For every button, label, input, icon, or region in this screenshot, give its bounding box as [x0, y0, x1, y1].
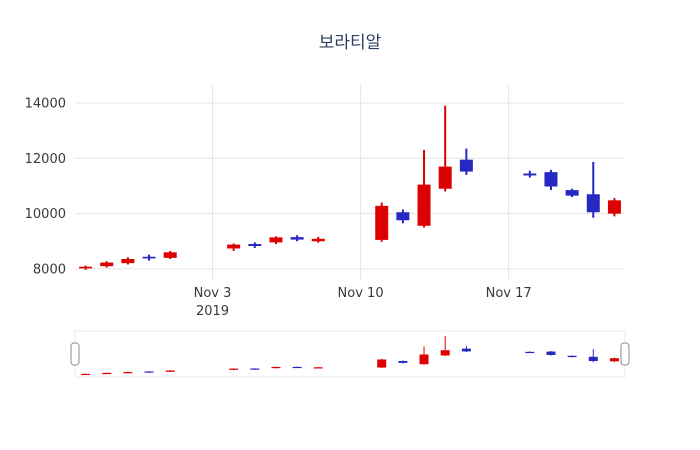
mini-candle-body — [81, 373, 91, 376]
candle-body — [607, 200, 621, 214]
mini-candle-body — [609, 358, 619, 362]
y-tick-label: 10000 — [25, 207, 66, 222]
mini-candle-body — [546, 351, 556, 355]
rangeslider-right-handle[interactable] — [620, 342, 630, 366]
y-tick-label: 14000 — [25, 96, 66, 111]
candle-body — [248, 244, 262, 246]
candle-body — [586, 194, 600, 213]
rangeslider-frame[interactable] — [74, 330, 626, 378]
rangeslider-left-handle[interactable] — [70, 342, 80, 366]
candle-body — [544, 172, 558, 187]
candle-body — [417, 184, 431, 226]
mini-candle-body — [165, 370, 175, 372]
mini-candle-body — [567, 355, 577, 358]
x-tick-sublabel: 2019 — [196, 304, 229, 319]
candle-body — [79, 266, 93, 269]
mini-candle-body — [398, 361, 408, 363]
candle-body — [290, 237, 304, 240]
mini-candle-body — [419, 354, 429, 365]
x-tick-label: Nov 17 — [486, 286, 532, 301]
mini-candle-body — [144, 371, 154, 373]
candle-body — [269, 237, 283, 243]
candle-body — [523, 173, 537, 176]
candle-body — [311, 238, 325, 242]
candle-body — [121, 258, 135, 264]
candle-body — [100, 262, 114, 267]
candle-body — [227, 244, 241, 249]
mini-candle-body — [123, 372, 133, 374]
x-tick-label: Nov 10 — [338, 286, 384, 301]
candle-body — [438, 166, 452, 189]
mini-candle-body — [588, 356, 598, 362]
mini-candle-body — [271, 366, 281, 369]
candle-body — [459, 159, 473, 172]
candle-body — [375, 205, 389, 240]
candles — [79, 105, 621, 270]
mini-candle-body — [525, 351, 535, 354]
mini-candle-body — [461, 348, 471, 352]
mini-candle-body — [229, 368, 239, 370]
y-tick-label: 8000 — [33, 262, 66, 277]
mini-candle-body — [102, 372, 112, 375]
candle-body — [396, 212, 410, 221]
mini-candle-body — [440, 350, 450, 356]
y-tick-label: 12000 — [25, 152, 66, 167]
x-tick-label: Nov 3 — [194, 286, 232, 301]
gridlines-and-axes: 8000 10000 12000 14000 Nov 3 2019 Nov 10 Nov 17 — [25, 85, 625, 319]
candle-body — [163, 252, 177, 258]
mini-candle-body — [313, 367, 323, 369]
candle-body — [142, 256, 156, 259]
rangeslider[interactable] — [70, 330, 630, 378]
mini-candle-body — [292, 366, 302, 369]
mini-candle-body — [250, 368, 260, 370]
candle-body — [565, 190, 579, 196]
mini-candle-body — [377, 359, 387, 368]
